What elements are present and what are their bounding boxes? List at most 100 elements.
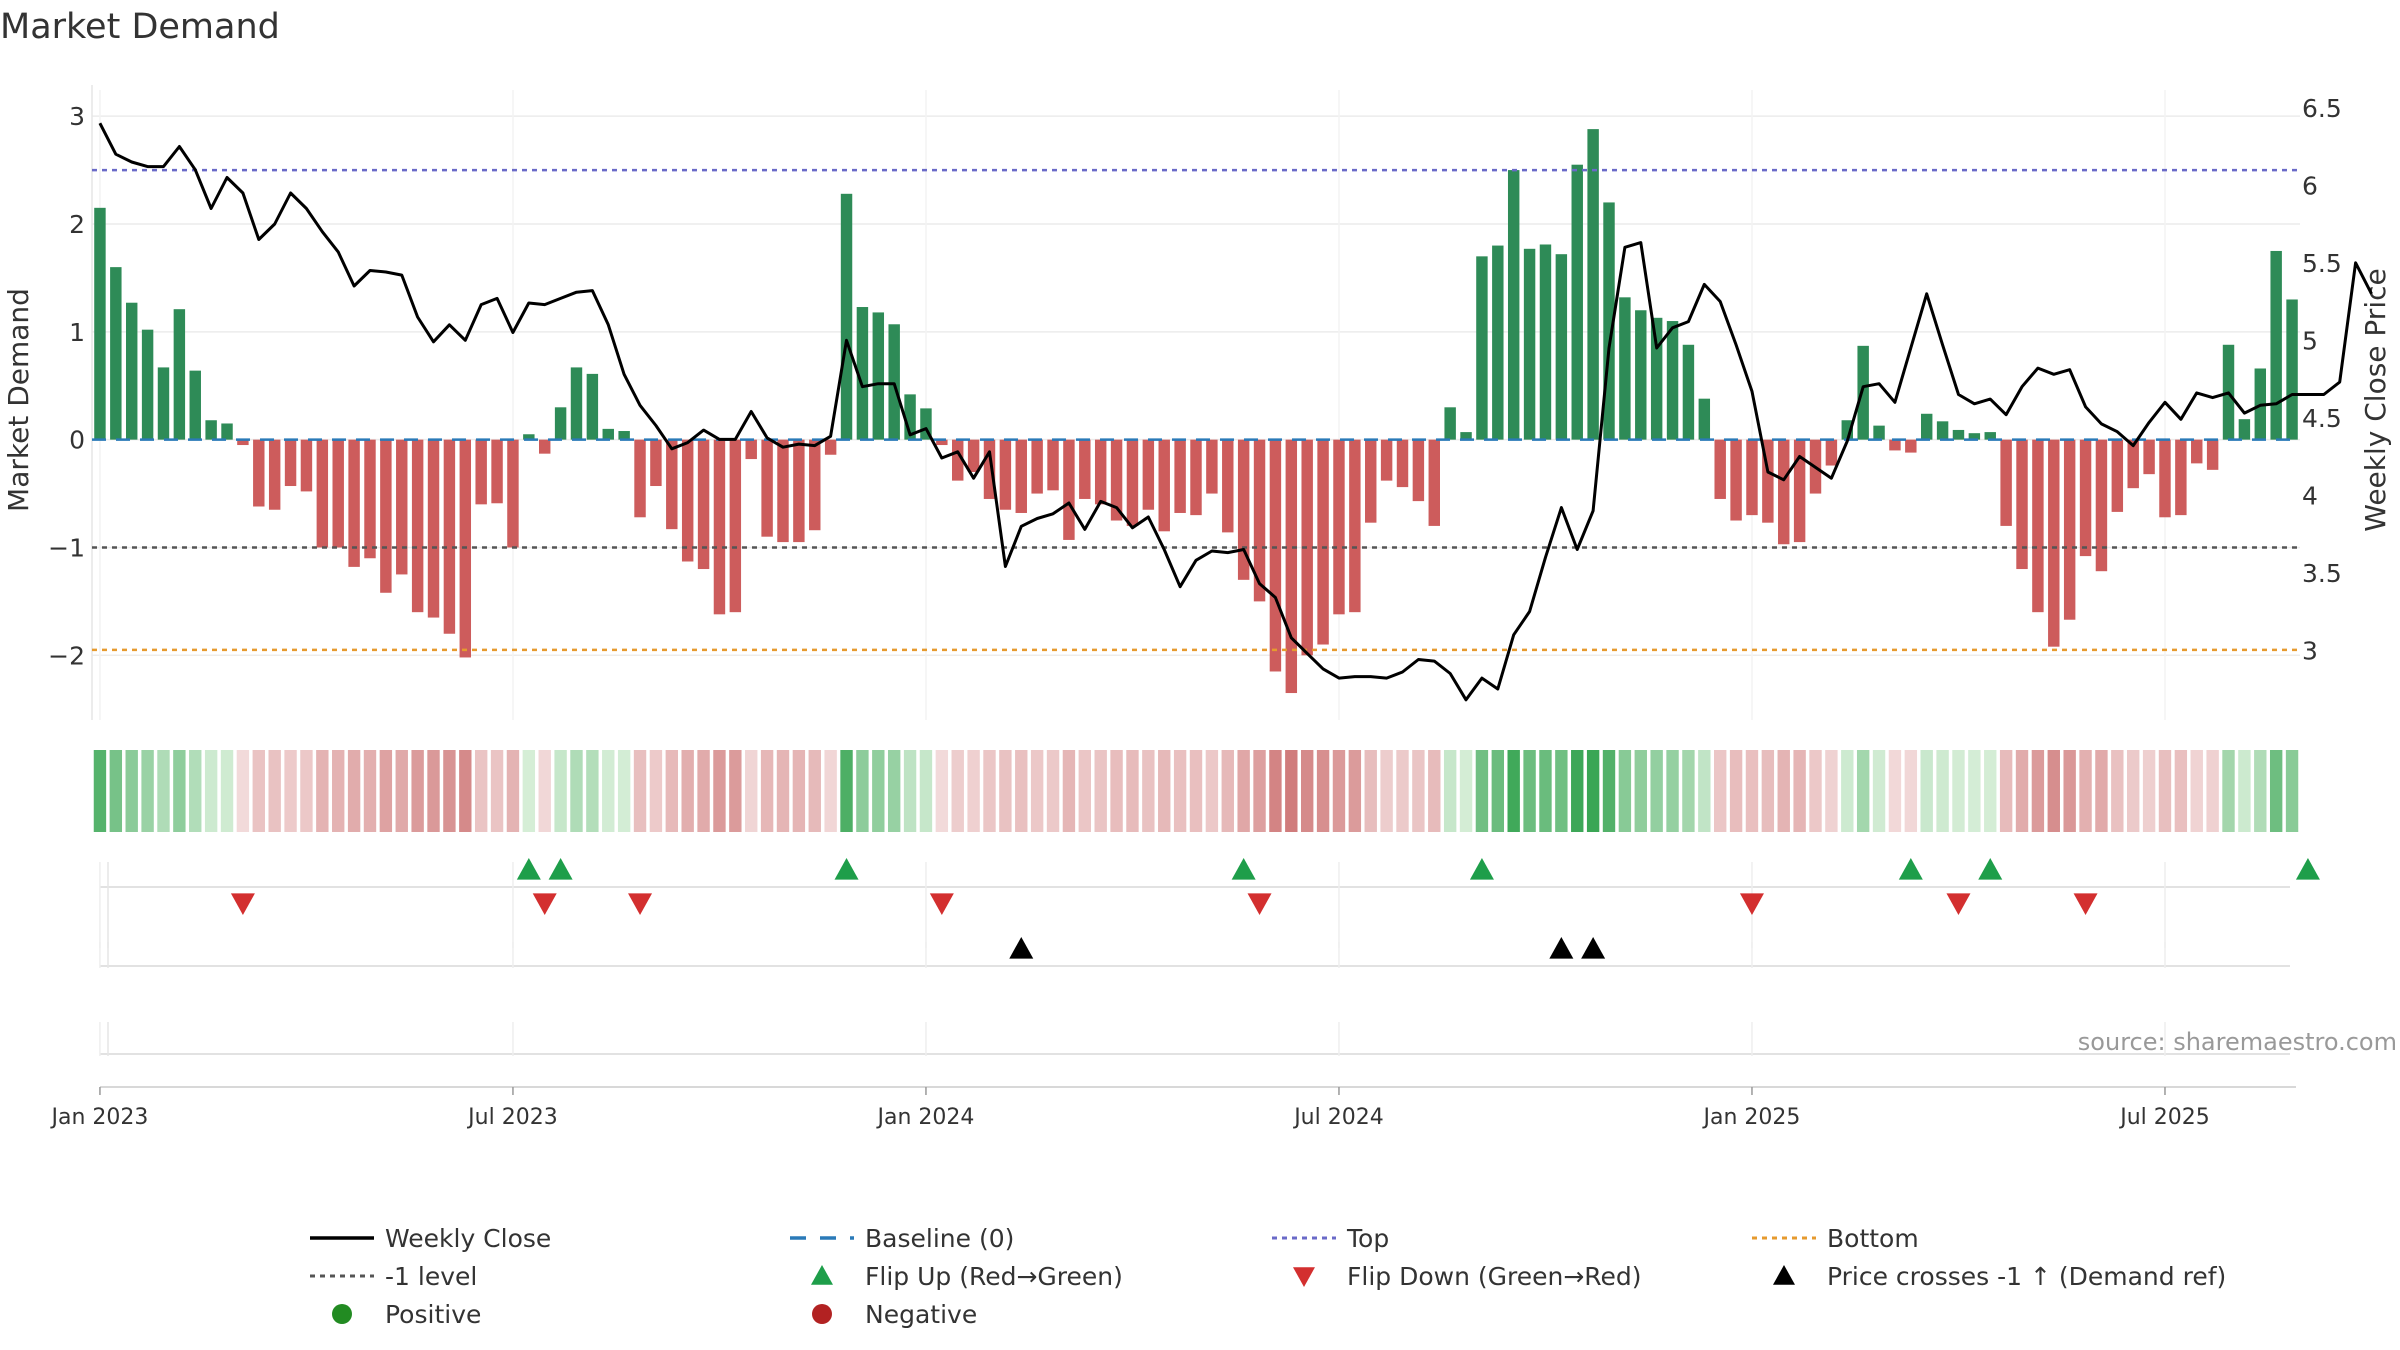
demand-bar: [268, 439, 281, 510]
demand-bar: [1015, 439, 1027, 513]
flip-up-marker: [1469, 858, 1494, 880]
demand-bar: [2032, 439, 2044, 613]
demand-bar: [1349, 439, 1361, 613]
legend-item-flipdown: Flip Down (Green→Red): [1293, 1262, 1642, 1291]
heat-cell: [141, 750, 154, 832]
heat-cell: [1571, 750, 1584, 832]
heat-cell: [2063, 750, 2076, 832]
heat-cell: [1920, 750, 1933, 832]
heat-cell: [316, 750, 329, 832]
heat-cell: [1666, 750, 1679, 832]
heat-cell: [1396, 750, 1409, 832]
heat-cell: [665, 750, 678, 832]
demand-bar: [205, 420, 217, 440]
demand-bar: [2143, 439, 2155, 475]
heat-cell: [1777, 750, 1790, 832]
heat-cell: [332, 750, 345, 832]
heat-cell: [1237, 750, 1250, 832]
demand-bar: [1333, 439, 1345, 615]
demand-bar: [554, 407, 567, 440]
heat-cell: [2222, 750, 2235, 832]
demand-bar: [967, 439, 980, 472]
heat-cell: [1110, 750, 1123, 832]
legend-label: Positive: [385, 1300, 481, 1329]
heat-cell: [1761, 750, 1775, 832]
demand-bar: [380, 439, 392, 593]
heat-cell: [840, 750, 853, 832]
heat-cell: [1459, 750, 1473, 832]
heat-cell: [824, 750, 837, 832]
heat-cell: [919, 750, 933, 832]
demand-bar: [1793, 439, 1806, 543]
heat-cell: [538, 750, 551, 832]
legend-swatch-positive: [332, 1304, 352, 1324]
flip-up-marker: [834, 858, 859, 880]
heat-cell: [1316, 750, 1330, 832]
heat-cell: [681, 750, 694, 832]
heat-cell: [1491, 750, 1505, 832]
demand-bar: [2270, 250, 2282, 440]
y2-tick-label: 4.5: [2302, 404, 2342, 433]
heat-cell: [2127, 750, 2140, 832]
heat-cell: [522, 750, 536, 832]
y2-tick-label: 3.5: [2302, 559, 2342, 588]
flip-down-marker: [1739, 893, 1764, 915]
demand-bar: [539, 439, 551, 454]
legend-label: Flip Up (Red→Green): [865, 1262, 1123, 1291]
demand-bar: [777, 439, 789, 543]
price-cross-marker: [1549, 937, 1574, 959]
legend-item-posdot: Positive: [332, 1300, 481, 1329]
demand-bar: [856, 307, 869, 440]
demand-bar: [2048, 439, 2060, 647]
heat-cell: [173, 750, 186, 832]
demand-bar: [1762, 439, 1774, 523]
legend-label: Top: [1346, 1224, 1389, 1253]
heat-cell: [2254, 750, 2267, 832]
flip-up-marker: [1231, 858, 1256, 880]
demand-bar: [2191, 439, 2203, 464]
heat-cell: [649, 750, 663, 832]
y-tick-label: 1: [69, 318, 85, 347]
heat-cell: [1173, 750, 1187, 832]
demand-bar: [745, 439, 757, 460]
price-line-group: [98, 122, 2373, 702]
demand-bar: [840, 193, 853, 440]
flip-up-marker: [548, 858, 573, 880]
heat-cell: [792, 750, 806, 832]
heat-cell: [268, 750, 281, 832]
demand-bar: [2016, 439, 2028, 570]
demand-bar: [1047, 439, 1059, 491]
legend-item-cross: Price crosses -1 ↑ (Demand ref): [1773, 1262, 2226, 1291]
demand-bar: [1523, 248, 1536, 440]
demand-bar: [1555, 254, 1568, 440]
gridlines: [91, 85, 2300, 720]
y-tick-label: 0: [69, 426, 85, 455]
chart-title: Market Demand: [0, 7, 280, 47]
heat-cell: [1539, 750, 1552, 832]
heat-cell: [1348, 750, 1362, 832]
heat-cell: [1300, 750, 1314, 832]
demand-bar: [1682, 344, 1695, 440]
demand-bar: [1142, 439, 1155, 510]
demand-bar: [491, 439, 503, 504]
heat-cell: [2031, 750, 2045, 832]
demand-bar: [1380, 439, 1393, 481]
heat-cell: [999, 750, 1012, 832]
demand-bar: [221, 423, 233, 440]
demand-bar: [94, 207, 106, 440]
heat-cell: [2158, 750, 2172, 832]
demand-bar: [1317, 439, 1329, 645]
legend-swatch-flip-up: [811, 1265, 833, 1285]
demand-bar: [1412, 439, 1425, 502]
demand-bar: [396, 439, 408, 575]
demand-bar: [904, 394, 916, 440]
heat-cell: [347, 750, 361, 832]
heat-cell: [1364, 750, 1377, 832]
demand-bar: [364, 439, 376, 559]
axis-ticks: 3 2 1 0 −1 −2 6.5 6 5.5 5 4.5 4 3.5 3: [48, 94, 2342, 671]
heat-cell: [1205, 750, 1219, 832]
heat-cell: [1062, 750, 1076, 832]
demand-bar: [316, 439, 329, 548]
legend-item-negdot: Negative: [812, 1300, 977, 1329]
demand-bar: [1269, 439, 1282, 672]
